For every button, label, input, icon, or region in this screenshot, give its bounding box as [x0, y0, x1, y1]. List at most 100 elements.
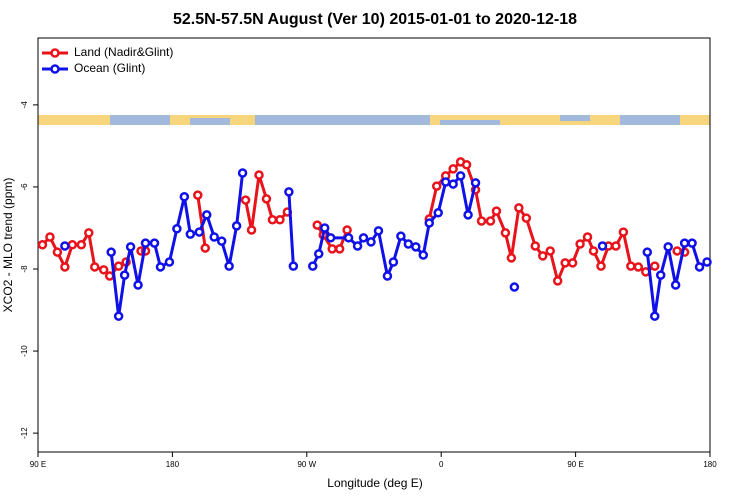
data-point [172, 224, 182, 234]
data-point [530, 241, 541, 251]
data-point [687, 238, 697, 248]
data-point [267, 215, 278, 225]
data-point [545, 246, 555, 256]
data-point [463, 210, 473, 220]
data-point [76, 240, 87, 250]
x-tick-label: 90 E [567, 460, 583, 469]
data-point [633, 262, 644, 272]
data-point [470, 178, 481, 188]
x-axis-label: Longitude (deg E) [327, 476, 422, 490]
data-point [334, 244, 345, 254]
x-tick-label: 180 [166, 460, 180, 469]
data-point [521, 213, 532, 223]
data-point [185, 229, 196, 239]
y-tick-label: -8 [20, 265, 29, 273]
data-point [373, 226, 384, 236]
data-point [60, 262, 70, 272]
legend-label: Ocean (Glint) [74, 61, 145, 75]
data-point [125, 242, 136, 252]
data-point [113, 311, 124, 321]
data-point [670, 280, 681, 290]
series-line [41, 160, 685, 286]
data-point [618, 227, 629, 237]
data-point [312, 220, 323, 230]
data-point [149, 238, 160, 248]
data-point [327, 244, 337, 254]
data-point [216, 236, 227, 246]
data-point [119, 270, 130, 280]
data-point [179, 192, 190, 202]
data-point [560, 258, 570, 268]
legend-marker [50, 48, 60, 58]
data-point [411, 242, 421, 252]
data-point [106, 247, 116, 257]
legend-label: Land (Nadir&Glint) [74, 45, 173, 59]
data-point [537, 251, 548, 261]
data-point [642, 247, 653, 257]
data-point [200, 243, 211, 253]
data-point [418, 250, 429, 260]
data-point [424, 218, 435, 228]
data-point [104, 271, 115, 281]
data-point [113, 261, 124, 271]
data-point [514, 203, 524, 213]
data-point [485, 216, 496, 226]
data-point [694, 262, 705, 272]
data-point [133, 280, 143, 290]
data-point [358, 233, 369, 243]
data-point [343, 233, 354, 243]
data-point [506, 253, 517, 263]
data-point [567, 258, 578, 268]
data-point [582, 232, 593, 242]
data-point [552, 276, 563, 286]
data-point [476, 216, 487, 226]
data-point [491, 206, 502, 216]
y-axis-label: XCO2 - MLO trend (ppm) [1, 178, 15, 313]
data-point [261, 194, 272, 204]
data-point [140, 238, 151, 248]
data-point [509, 282, 520, 292]
data-point [396, 231, 406, 241]
data-point [679, 238, 690, 248]
data-point [325, 233, 336, 243]
data-point [254, 170, 264, 180]
data-point [672, 246, 682, 256]
x-tick-label: 90 E [30, 460, 46, 469]
data-point [45, 232, 55, 242]
data-point [649, 261, 660, 271]
data-point [164, 257, 175, 267]
data-point [611, 241, 621, 251]
data-point [67, 240, 78, 250]
data-point [37, 240, 48, 250]
data-point [431, 181, 442, 191]
data-point [448, 179, 458, 189]
data-point [288, 261, 299, 271]
data-point [588, 246, 599, 256]
data-point [440, 177, 451, 187]
data-point [649, 311, 660, 321]
map-strip [38, 115, 710, 125]
data-point [448, 164, 458, 174]
data-point [382, 271, 393, 281]
data-point [388, 257, 399, 267]
data-point [366, 237, 376, 247]
data-point [575, 239, 585, 249]
data-point [275, 215, 285, 225]
data-point [352, 241, 363, 251]
data-point [201, 210, 212, 220]
data-point [60, 241, 70, 251]
data-point [403, 239, 414, 249]
data-point [433, 208, 443, 218]
data-point [284, 187, 294, 197]
data-point [246, 225, 257, 235]
data-point [342, 225, 352, 235]
data-point [98, 265, 109, 275]
data-point [237, 168, 248, 178]
data-point [89, 262, 100, 272]
x-tick-label: 180 [703, 460, 717, 469]
data-point [194, 227, 205, 237]
data-point [193, 190, 203, 200]
data-point [84, 228, 94, 238]
data-point [209, 232, 219, 242]
